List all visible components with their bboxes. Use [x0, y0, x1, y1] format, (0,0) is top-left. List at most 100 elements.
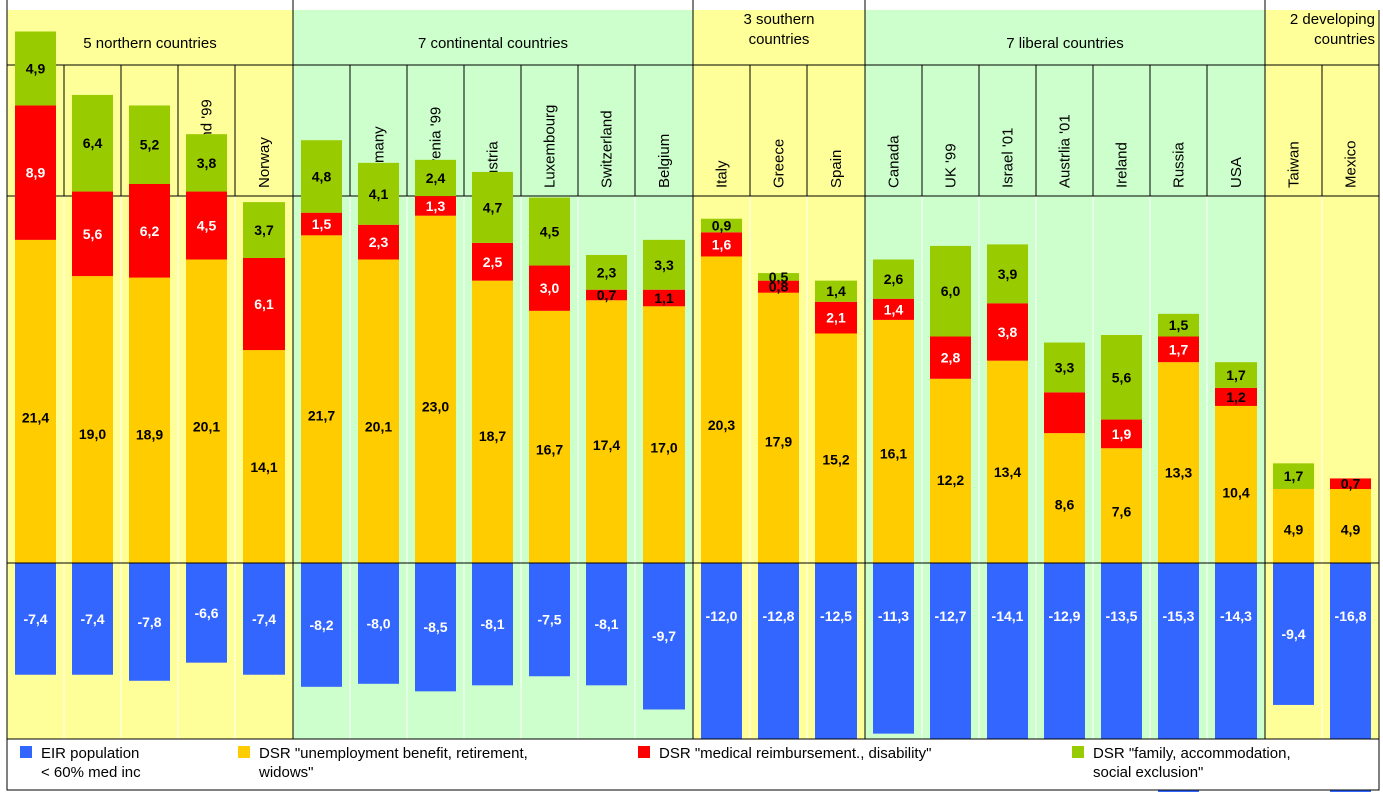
data-label-eir: -12,9: [1049, 608, 1081, 624]
data-label-dsr-medical: 2,1: [826, 310, 846, 326]
data-label-dsr-medical: 1,7: [1169, 341, 1189, 357]
group-label: 5 northern countries: [83, 35, 216, 52]
data-label-dsr-unemp: 17,0: [650, 439, 677, 455]
bar-eir: [643, 563, 685, 710]
bar-dsr-medical: [873, 298, 914, 320]
bar-eir: [358, 563, 399, 684]
data-label-dsr-medical: 1,1: [654, 290, 674, 306]
bar-eir: [186, 563, 227, 663]
group-label: 7 liberal countries: [1006, 35, 1124, 52]
data-label-dsr-family: 4,9: [26, 60, 46, 76]
category-label: Taiwan: [1286, 141, 1303, 188]
data-label-dsr-family: 2,4: [426, 170, 446, 186]
legend-label: DSR "family, accommodation,: [1093, 745, 1291, 762]
data-label-dsr-family: 2,6: [884, 271, 904, 287]
data-label-eir: -8,1: [594, 616, 618, 632]
category-label: Israel '01: [1000, 128, 1017, 188]
data-label-dsr-family: 6,4: [83, 135, 103, 151]
bar-dsr-unemp: [301, 235, 342, 563]
bar-dsr-family: [243, 202, 285, 258]
bar-dsr-medical: [586, 289, 627, 301]
data-label-dsr-family: 5,2: [140, 137, 160, 153]
category-label: Austrlia '01: [1057, 114, 1074, 188]
bar-dsr-unemp: [815, 333, 857, 563]
data-label-dsr-unemp: 8,6: [1055, 497, 1075, 513]
data-label-eir: -7,4: [252, 611, 276, 627]
bar-dsr-family: [15, 31, 56, 106]
bar-dsr-unemp: [1215, 405, 1257, 563]
data-label-dsr-unemp: 12,2: [937, 472, 964, 488]
bar-dsr-unemp: [129, 277, 170, 563]
data-label-dsr-medical: 2,5: [483, 254, 503, 270]
category-label: Luxembourg: [542, 105, 559, 188]
legend-label: DSR "medical reimbursement., disability": [659, 745, 931, 762]
bar-eir: [15, 563, 56, 675]
bar-dsr-unemp: [758, 292, 799, 563]
data-label-eir: -11,3: [878, 608, 909, 624]
legend-label: EIR population: [41, 745, 139, 762]
legend-swatch: [638, 746, 650, 758]
group-label: 2 developing countries: [1290, 11, 1375, 48]
bar-eir: [1101, 563, 1142, 767]
bar-eir: [72, 563, 113, 675]
legend-label: DSR "unemployment benefit, retirement,: [259, 745, 528, 762]
data-label-dsr-medical: 1,9: [1112, 426, 1132, 442]
data-label-eir: -9,4: [1281, 626, 1305, 642]
data-label-dsr-family: 4,8: [312, 168, 332, 184]
data-label-eir: -6,6: [194, 605, 218, 621]
bar-dsr-family: [1215, 362, 1257, 388]
data-label-eir: -13,5: [1106, 608, 1138, 624]
data-label-dsr-unemp: 17,9: [765, 433, 792, 449]
data-label-dsr-unemp: 4,9: [1341, 522, 1361, 538]
legend-item: DSR "unemployment benefit, retirement, wi…: [238, 745, 528, 781]
bar-eir: [129, 563, 170, 681]
legend-swatch: [20, 746, 32, 758]
category-label: Greece: [771, 139, 788, 188]
data-label-dsr-family: 3,8: [197, 155, 217, 171]
bar-dsr-unemp: [1158, 362, 1199, 563]
data-label-dsr-family: 4,5: [540, 224, 560, 240]
bar-dsr-unemp: [472, 280, 513, 563]
data-label-dsr-unemp: 20,3: [708, 417, 735, 433]
data-label-dsr-unemp: 20,1: [193, 418, 220, 434]
bar-dsr-unemp: [358, 259, 399, 563]
data-label-dsr-medical: 1,6: [712, 236, 732, 252]
bar-dsr-unemp: [586, 300, 627, 563]
data-label-dsr-unemp: 17,4: [593, 437, 620, 453]
data-label-eir: -7,4: [80, 611, 104, 627]
bar-eir: [930, 563, 971, 755]
bar-dsr-unemp: [643, 306, 685, 563]
bar-dsr-unemp: [415, 215, 456, 563]
data-label-dsr-medical: 0,7: [597, 287, 617, 303]
bar-dsr-unemp: [15, 239, 56, 564]
bar-dsr-medical: [72, 191, 113, 277]
bar-dsr-family: [930, 245, 971, 337]
data-label-eir: -7,8: [137, 614, 161, 630]
bar-dsr-medical: [529, 265, 570, 311]
data-label-eir: -8,1: [480, 616, 504, 632]
bar-dsr-family: [758, 273, 799, 281]
category-label: UK '99: [943, 143, 960, 188]
category-label: Belgium: [656, 134, 673, 188]
bar-dsr-medical: [815, 301, 857, 334]
data-label-dsr-medical: 5,6: [83, 226, 103, 242]
data-label-eir: -12,8: [763, 608, 795, 624]
data-label-dsr-unemp: 16,1: [880, 446, 907, 462]
legend-item: DSR "medical reimbursement., disability": [638, 745, 931, 762]
data-label-dsr-unemp: 19,0: [79, 426, 106, 442]
category-label: Mexico: [1343, 140, 1360, 188]
bar-eir: [873, 563, 914, 734]
data-label-eir: -15,3: [1163, 608, 1195, 624]
category-label: Italy: [714, 160, 731, 188]
bar-dsr-family: [415, 159, 456, 197]
data-label-dsr-medical: 2,8: [941, 350, 961, 366]
data-label-dsr-family: 3,7: [254, 222, 274, 238]
data-label-eir: -16,8: [1335, 608, 1367, 624]
bar-dsr-family: [873, 259, 914, 299]
bar-dsr-medical: [415, 196, 456, 216]
bar-dsr-medical: [643, 289, 685, 307]
bar-dsr-unemp: [701, 256, 742, 563]
data-label-dsr-family: 3,9: [998, 266, 1018, 282]
bar-dsr-unemp: [1330, 489, 1371, 563]
